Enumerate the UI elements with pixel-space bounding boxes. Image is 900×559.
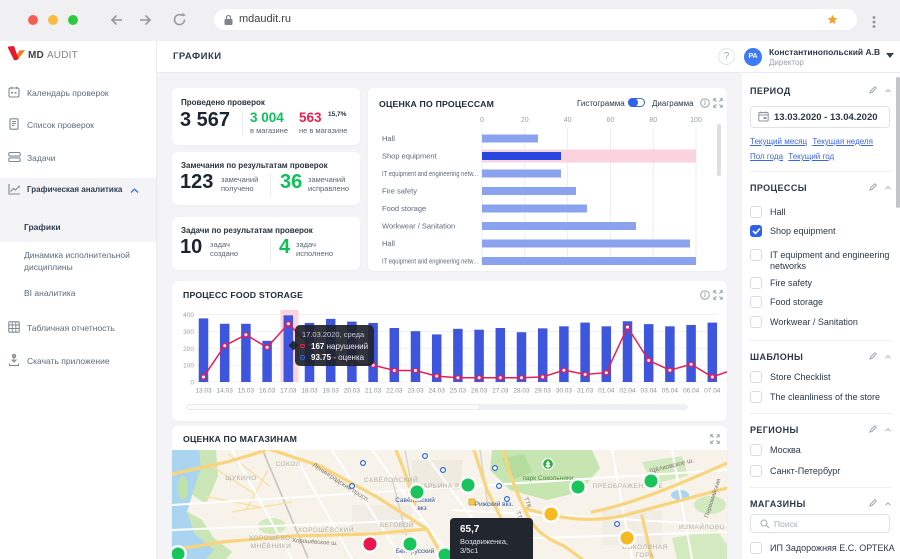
svg-text:26.03: 26.03: [471, 388, 488, 395]
svg-text:24.03: 24.03: [429, 388, 446, 395]
svg-text:Hall: Hall: [382, 134, 395, 143]
svg-text:ТТК: ТТК: [514, 511, 524, 524]
svg-text:20.03: 20.03: [344, 388, 361, 395]
svg-text:14.03: 14.03: [217, 388, 234, 395]
svg-text:07.04: 07.04: [704, 388, 721, 395]
svg-text:23.03: 23.03: [407, 388, 424, 395]
svg-text:ПРЕОБРАЖЕНСКОЕ: ПРЕОБРАЖЕНСКОЕ: [593, 483, 664, 490]
svg-text:02.04: 02.04: [619, 388, 636, 395]
svg-text:06.04: 06.04: [683, 388, 700, 395]
svg-text:01.04: 01.04: [598, 388, 615, 395]
svg-text:СОКОЛ: СОКОЛ: [275, 461, 300, 468]
svg-text:19.03: 19.03: [323, 388, 340, 395]
svg-text:100: 100: [690, 117, 702, 124]
svg-text:Хорошёвское ш.: Хорошёвское ш.: [292, 538, 338, 547]
svg-text:22.03: 22.03: [386, 388, 403, 395]
svg-text:03.04: 03.04: [641, 388, 658, 395]
svg-text:60: 60: [607, 117, 615, 124]
svg-text:ЩУКИНО: ЩУКИНО: [225, 475, 256, 482]
svg-text:29.03: 29.03: [535, 388, 552, 395]
svg-text:Shop equipment: Shop equipment: [382, 152, 438, 161]
svg-text:0: 0: [190, 380, 194, 387]
svg-text:80: 80: [649, 117, 657, 124]
svg-text:21.03: 21.03: [365, 388, 382, 395]
svg-text:Food storage: Food storage: [382, 204, 426, 213]
svg-text:31.03: 31.03: [577, 388, 594, 395]
svg-text:IT equipment and engineering n: IT equipment and engineering netw...: [382, 169, 478, 178]
svg-text:ИЗМАЙЛОВО: ИЗМАЙЛОВО: [679, 522, 725, 531]
svg-text:СОКОЛИНАЯ: СОКОЛИНАЯ: [622, 544, 667, 551]
svg-text:Fire safety: Fire safety: [382, 187, 417, 196]
svg-text:200: 200: [183, 346, 194, 353]
svg-text:парк Сокольники: парк Сокольники: [523, 475, 574, 482]
svg-text:30.03: 30.03: [556, 388, 573, 395]
svg-text:ХОРОШЁВО-: ХОРОШЁВО-: [249, 534, 294, 542]
svg-text:ГОРА: ГОРА: [636, 552, 655, 559]
svg-text:20: 20: [521, 117, 529, 124]
svg-text:400: 400: [183, 312, 194, 319]
svg-text:300: 300: [183, 329, 194, 336]
svg-text:16.03: 16.03: [259, 388, 276, 395]
svg-text:Hall: Hall: [382, 239, 395, 248]
svg-text:05.04: 05.04: [662, 388, 679, 395]
svg-text:МНЁВНИКИ: МНЁВНИКИ: [251, 542, 292, 550]
svg-text:Рижский вкз.: Рижский вкз.: [475, 500, 514, 508]
svg-text:25.03: 25.03: [450, 388, 467, 395]
svg-text:IT equipment and engineering n: IT equipment and engineering netw...: [382, 257, 478, 266]
svg-text:28.03: 28.03: [513, 388, 530, 395]
svg-text:0: 0: [480, 117, 484, 124]
svg-text:вкз: вкз: [417, 505, 426, 512]
svg-text:15.03: 15.03: [238, 388, 255, 395]
svg-text:27.03: 27.03: [492, 388, 509, 395]
svg-text:ТТК: ТТК: [522, 497, 532, 510]
svg-text:18.03: 18.03: [301, 388, 318, 395]
svg-text:17.03: 17.03: [280, 388, 297, 395]
svg-text:САВЁЛОВСКИЙ: САВЁЛОВСКИЙ: [364, 475, 418, 484]
svg-text:Workwear / Sanitation: Workwear / Sanitation: [382, 222, 455, 231]
svg-text:БЕГОВОЙ: БЕГОВОЙ: [380, 520, 414, 529]
svg-text:МАРЬИНА РОЩА: МАРЬИНА РОЩА: [417, 483, 477, 490]
svg-text:13.03: 13.03: [195, 388, 212, 395]
svg-text:100: 100: [183, 363, 194, 370]
svg-text:ХОРОШЁВСКИЙ: ХОРОШЁВСКИЙ: [298, 525, 354, 534]
svg-text:40: 40: [564, 117, 572, 124]
